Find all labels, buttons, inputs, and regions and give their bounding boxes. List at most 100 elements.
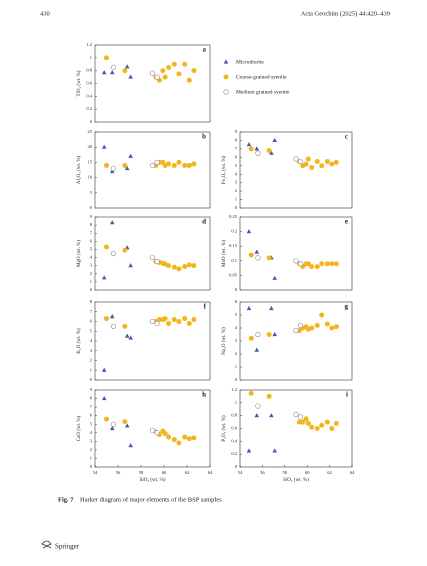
data-point: [162, 431, 168, 437]
data-point: [329, 261, 335, 267]
data-point: [254, 249, 260, 254]
data-point: [272, 331, 278, 337]
data-point: [182, 434, 188, 440]
data-point: [110, 165, 116, 172]
y-tick-label: 9: [90, 214, 93, 219]
y-tick-label: 20: [88, 144, 93, 149]
plot-frame: [239, 216, 353, 291]
caption-text: Harker diagram of major elements of the …: [80, 496, 222, 503]
y-tick-label: 2: [235, 351, 237, 356]
data-point: [333, 324, 339, 330]
data-point: [182, 162, 188, 168]
data-point: [109, 69, 115, 75]
y-axis-title: K₂O (wt. %): [77, 328, 82, 354]
data-point: [182, 61, 188, 67]
y-tick-label: 3: [90, 348, 93, 353]
y-tick-label: 0: [235, 464, 238, 469]
y-tick-label: 1: [90, 55, 92, 60]
data-point: [329, 426, 335, 431]
y-tick-label: 5: [90, 246, 93, 251]
data-point: [110, 421, 116, 427]
y-tick-label: 4: [90, 430, 93, 435]
data-point: [248, 252, 254, 258]
data-point: [303, 161, 309, 167]
data-point: [182, 316, 188, 322]
data-point: [156, 317, 162, 323]
data-point: [122, 162, 128, 168]
data-point: [128, 335, 133, 340]
data-point: [154, 159, 160, 165]
data-point: [104, 316, 109, 322]
y-tick-label: 0: [90, 464, 93, 469]
data-point: [122, 247, 128, 253]
x-tick-label: 56: [260, 470, 265, 475]
data-point: [176, 71, 182, 77]
data-point: [176, 159, 182, 165]
data-point: [329, 161, 335, 167]
y-axis-title: P₂O₅ (wt. %): [222, 415, 227, 441]
data-point: [248, 390, 254, 396]
y-tick-label: 1.2: [231, 387, 237, 392]
x-tick-label: 58: [283, 470, 288, 475]
data-point: [171, 162, 177, 168]
plot-frame: [239, 389, 353, 468]
data-point: [186, 262, 192, 268]
y-tick-label: 0.2: [231, 229, 237, 234]
data-point: [124, 333, 130, 338]
y-tick-label: 4: [235, 171, 238, 176]
data-point: [248, 335, 254, 341]
journal-ref: Acta Geochim (2025) 44:420–439: [301, 10, 390, 17]
x-tick-label: 60: [305, 470, 310, 475]
y-tick-label: 0: [235, 205, 238, 210]
data-point: [309, 424, 315, 430]
x-axis-title: SiO₂ (wt. %): [140, 478, 166, 483]
data-point: [149, 162, 156, 169]
y-axis-title: Al₂O₃ (wt. %): [77, 155, 82, 184]
data-point: [191, 263, 197, 269]
y-tick-label: 7: [90, 404, 93, 409]
y-tick-label: 1.2: [86, 42, 92, 47]
data-point: [171, 317, 177, 323]
y-tick-label: 0: [90, 205, 93, 210]
data-point: [246, 229, 252, 234]
data-point: [319, 422, 325, 428]
data-point: [300, 419, 306, 425]
data-point: [324, 419, 330, 425]
x-tick-label: 62: [185, 470, 190, 475]
x-axis-title: SiO₂ (wt. %): [283, 478, 309, 483]
y-tick-label: 5: [90, 328, 93, 333]
data-point: [309, 264, 315, 270]
y-tick-label: 8: [90, 299, 93, 304]
y-tick-label: 1: [235, 400, 237, 405]
data-point: [269, 150, 274, 155]
data-point: [319, 312, 325, 318]
y-tick-label: 0.6: [231, 426, 237, 431]
page-number: 430: [40, 10, 50, 17]
data-point: [297, 414, 304, 420]
data-point: [269, 413, 274, 418]
data-point: [149, 70, 156, 76]
data-point: [329, 325, 335, 331]
y-tick-label: 2: [235, 188, 237, 193]
y-tick-label: 8: [235, 137, 238, 142]
x-tick-label: 64: [350, 470, 355, 475]
data-point: [101, 395, 107, 401]
y-tick-label: 0.4: [86, 93, 92, 98]
y-tick-label: 1: [235, 364, 237, 369]
data-point: [101, 144, 107, 149]
y-tick-label: 3: [90, 438, 93, 443]
y-tick-label: 0.4: [231, 438, 237, 443]
data-point: [266, 255, 272, 261]
data-point: [124, 64, 130, 69]
data-point: [191, 161, 197, 167]
y-tick-label: 0: [235, 287, 238, 292]
y-tick-label: 2: [90, 447, 92, 452]
data-point: [186, 320, 192, 326]
plot-frame: [94, 131, 211, 209]
data-point: [110, 323, 116, 329]
data-point: [128, 153, 133, 158]
y-tick-label: 5: [90, 421, 93, 426]
data-point: [124, 423, 130, 428]
data-point: [176, 440, 182, 446]
